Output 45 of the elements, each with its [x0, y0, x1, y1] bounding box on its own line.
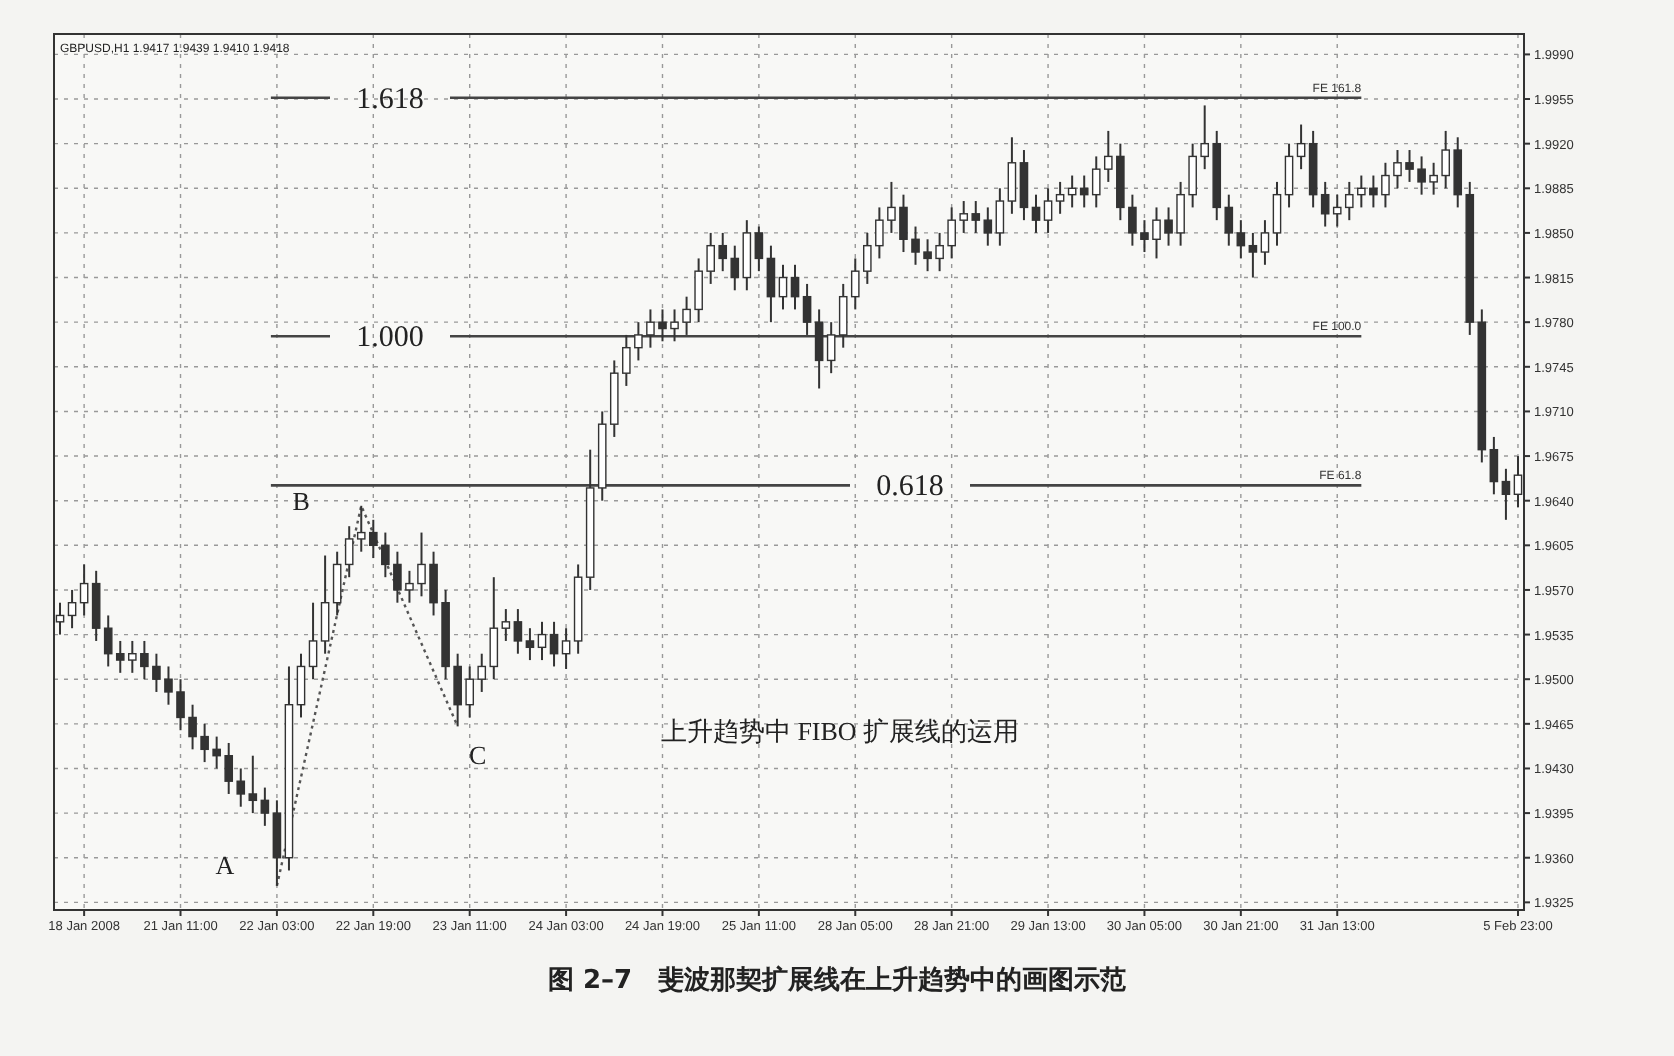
candlestick — [1043, 187, 1053, 234]
candlestick — [501, 608, 511, 642]
candlestick — [1055, 180, 1065, 215]
candlestick — [1296, 123, 1306, 171]
candlestick — [296, 652, 306, 719]
candlestick — [790, 263, 800, 311]
candlestick — [754, 225, 764, 273]
candlestick — [802, 282, 812, 336]
candlestick — [995, 187, 1005, 247]
candlestick — [79, 563, 89, 617]
candlestick — [1031, 193, 1041, 234]
candlestick — [537, 620, 547, 662]
annotation: 1.000 — [356, 322, 424, 355]
candlestick — [332, 550, 342, 617]
candlestick — [1007, 136, 1017, 215]
candlestick — [766, 244, 776, 324]
candlestick — [260, 786, 270, 827]
candlestick — [1260, 219, 1270, 266]
candlestick — [1248, 231, 1258, 279]
text: 图 2–7 斐波那契扩展线在上升趋势中的画图示范 — [547, 964, 1127, 996]
candlestick — [1236, 219, 1246, 260]
candlestick — [1284, 142, 1294, 209]
candlestick — [272, 799, 282, 887]
candlestick — [1272, 180, 1282, 247]
candlestick — [513, 608, 523, 655]
candlestick — [67, 588, 77, 630]
candlestick — [308, 601, 318, 681]
candlestick — [826, 321, 836, 375]
candlestick — [525, 627, 535, 662]
candlestick — [320, 554, 330, 655]
candlestick — [561, 627, 571, 670]
candlestick — [1019, 149, 1029, 222]
candlestick — [91, 569, 101, 642]
annotation: A — [215, 849, 236, 880]
annotation: C — [468, 740, 487, 771]
candlestick — [778, 263, 788, 311]
annotation: 1.618 — [356, 83, 424, 116]
annotation: B — [292, 485, 311, 516]
annotation: 上升趋势中 FIBO 扩展线的运用 — [660, 716, 1020, 746]
candlestick — [814, 308, 824, 390]
candlestick — [742, 219, 752, 292]
candlestick — [549, 620, 559, 668]
annotation: 0.618 — [876, 471, 944, 504]
candlestick — [1501, 467, 1511, 521]
candlestick — [1489, 435, 1499, 496]
